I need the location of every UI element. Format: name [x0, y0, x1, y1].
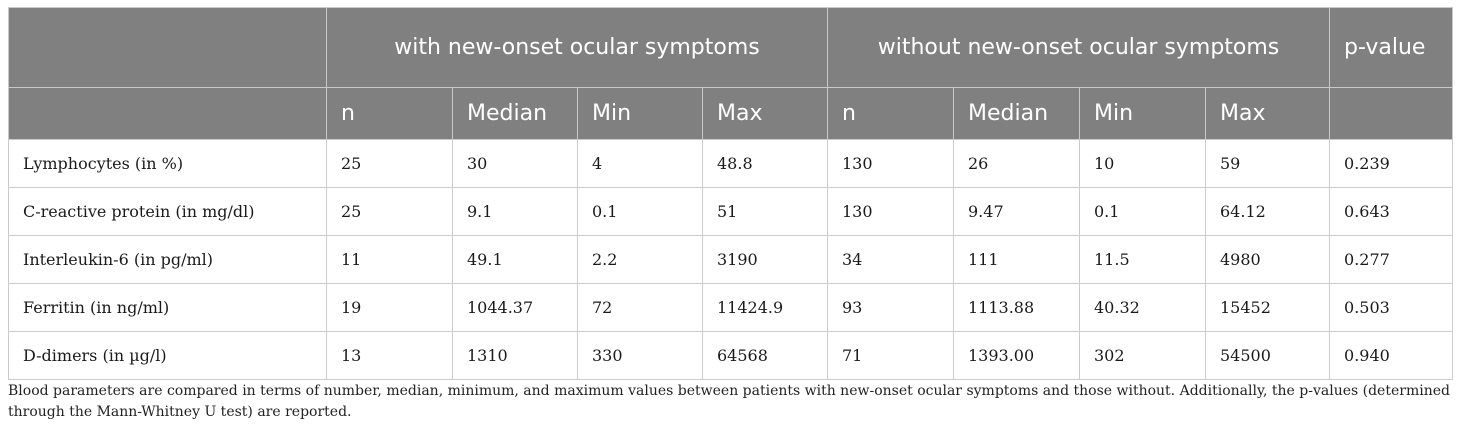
table-cell: 302	[1079, 331, 1206, 380]
table-cell: 11.5	[1079, 235, 1206, 284]
row-label-header	[8, 7, 327, 88]
table-row: D-dimers (in µg/l) 13 1310 330 64568 71 …	[8, 331, 1454, 380]
p-value-cell: 0.940	[1329, 331, 1454, 380]
subheader-cell: n	[326, 87, 453, 140]
table-cell: 13	[326, 331, 453, 380]
table-cell: 4980	[1204, 235, 1331, 284]
table-cell: 130	[827, 139, 954, 188]
table-row: Interleukin-6 (in pg/ml) 11 49.1 2.2 319…	[8, 235, 1454, 284]
table-cell: 49.1	[452, 235, 578, 284]
table-cell: 54500	[1204, 331, 1331, 380]
table-cell: 64568	[702, 331, 828, 380]
table-cell: 10	[1079, 139, 1206, 188]
table-cell: 48.8	[702, 139, 828, 188]
subheader-cell: Max	[702, 87, 828, 140]
table-caption: Blood parameters are compared in terms o…	[8, 383, 1450, 420]
p-value-header: p-value	[1329, 7, 1454, 88]
row-label: Lymphocytes (in %)	[8, 139, 327, 188]
table-cell: 2.2	[577, 235, 703, 284]
table-cell: 1393.00	[953, 331, 1080, 380]
table-cell: 72	[577, 283, 703, 332]
table-cell: 9.47	[953, 187, 1080, 236]
table-cell: 130	[827, 187, 954, 236]
table-cell: 19	[326, 283, 453, 332]
subheader-empty	[8, 87, 327, 140]
p-value-cell: 0.503	[1329, 283, 1454, 332]
subheader-cell: Max	[1204, 87, 1331, 140]
subheader-cell: Min	[577, 87, 703, 140]
table-cell: 1113.88	[953, 283, 1080, 332]
blood-parameters-table: with new-onset ocular symptoms without n…	[8, 7, 1454, 380]
subheader-row: n Median Min Max n Median Min Max	[8, 87, 1454, 140]
table-cell: 4	[577, 139, 703, 188]
group-header-row: with new-onset ocular symptoms without n…	[8, 7, 1454, 88]
row-label: Ferritin (in ng/ml)	[8, 283, 327, 332]
table-cell: 93	[827, 283, 954, 332]
table-cell: 64.12	[1204, 187, 1331, 236]
table-cell: 3190	[702, 235, 828, 284]
subheader-cell: Median	[452, 87, 578, 140]
subheader-empty	[1329, 87, 1454, 140]
table-cell: 30	[452, 139, 578, 188]
row-label: Interleukin-6 (in pg/ml)	[8, 235, 327, 284]
table-row: Ferritin (in ng/ml) 19 1044.37 72 11424.…	[8, 283, 1454, 332]
without-symptoms-header: without new-onset ocular symptoms	[826, 7, 1331, 88]
table-cell: 25	[326, 187, 453, 236]
row-label: D-dimers (in µg/l)	[8, 331, 327, 380]
table-cell: 34	[827, 235, 954, 284]
table-cell: 11	[326, 235, 453, 284]
table-cell: 59	[1204, 139, 1331, 188]
table-cell: 26	[953, 139, 1080, 188]
row-label: C-reactive protein (in mg/dl)	[8, 187, 327, 236]
table-cell: 111	[953, 235, 1080, 284]
table-cell: 9.1	[452, 187, 578, 236]
p-value-cell: 0.239	[1329, 139, 1454, 188]
table-cell: 1044.37	[452, 283, 578, 332]
table-cell: 25	[326, 139, 453, 188]
table-cell: 11424.9	[702, 283, 828, 332]
table-cell: 40.32	[1079, 283, 1206, 332]
table-cell: 0.1	[1079, 187, 1206, 236]
subheader-cell: n	[827, 87, 954, 140]
p-value-cell: 0.643	[1329, 187, 1454, 236]
p-value-cell: 0.277	[1329, 235, 1454, 284]
table-cell: 51	[702, 187, 828, 236]
table-row: C-reactive protein (in mg/dl) 25 9.1 0.1…	[8, 187, 1454, 236]
subheader-cell: Min	[1079, 87, 1206, 140]
table-cell: 71	[827, 331, 954, 380]
table-cell: 1310	[452, 331, 578, 380]
table-cell: 330	[577, 331, 703, 380]
subheader-cell: Median	[953, 87, 1080, 140]
table-row: Lymphocytes (in %) 25 30 4 48.8 130 26 1…	[8, 139, 1454, 188]
table-cell: 0.1	[577, 187, 703, 236]
with-symptoms-header: with new-onset ocular symptoms	[326, 7, 828, 88]
table-cell: 15452	[1204, 283, 1331, 332]
